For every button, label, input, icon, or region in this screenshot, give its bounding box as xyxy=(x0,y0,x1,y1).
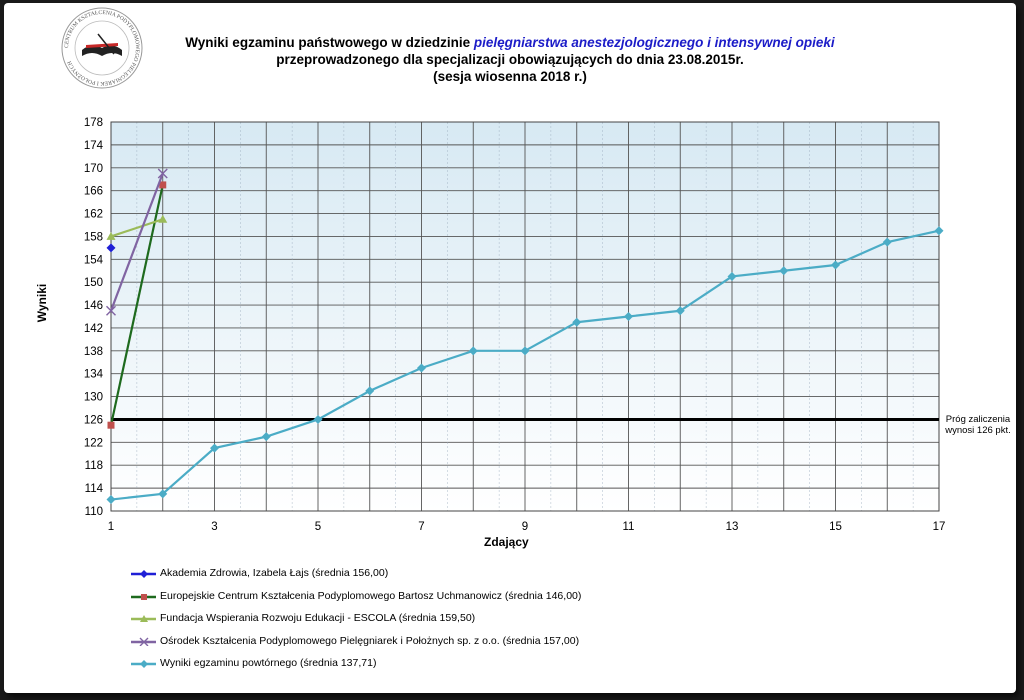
legend-swatch xyxy=(131,660,156,669)
data-point xyxy=(157,168,168,179)
x-tick-label: 17 xyxy=(933,521,946,533)
data-point xyxy=(934,226,944,236)
data-point xyxy=(572,317,582,327)
y-tick-label: 154 xyxy=(84,254,104,266)
legend-item: Ośrodek Kształcenia Podyplomowego Pielęg… xyxy=(130,630,581,653)
data-point xyxy=(520,346,530,356)
data-point xyxy=(261,432,271,442)
chart-legend: Akademia Zdrowia, Izabela Łajs (średnia … xyxy=(130,562,581,675)
data-point xyxy=(210,443,219,453)
legend-label: Fundacja Wspierania Rozwoju Edukacji - E… xyxy=(160,612,476,625)
data-point xyxy=(106,231,116,240)
series-line xyxy=(110,218,164,238)
data-point xyxy=(831,260,840,270)
data-point xyxy=(675,306,685,316)
legend-swatch xyxy=(131,637,156,646)
data-point xyxy=(106,495,116,505)
y-tick-label: 126 xyxy=(84,414,103,426)
legend-item: Fundacja Wspierania Rozwoju Edukacji - E… xyxy=(130,607,581,630)
y-tick-label: 142 xyxy=(84,323,103,335)
y-tick-label: 118 xyxy=(85,460,103,472)
legend-swatch xyxy=(131,570,156,579)
data-point xyxy=(313,414,323,424)
data-point xyxy=(882,237,892,247)
series-line xyxy=(109,173,164,312)
y-tick-label: 130 xyxy=(84,392,103,404)
legend-label: Europejskie Centrum Kształcenia Podyplom… xyxy=(160,589,582,602)
legend-label: Ośrodek Kształcenia Podyplomowego Pielęg… xyxy=(160,634,580,647)
legend-swatch xyxy=(131,615,156,623)
data-point xyxy=(159,181,167,189)
x-tick-label: 11 xyxy=(623,521,635,533)
title-line3: (sesja wiosenna 2018 r.) xyxy=(433,69,587,84)
title-line1-highlight: pielęgniarstwa anestezjologicznego i int… xyxy=(473,35,835,50)
y-tick-label: 158 xyxy=(84,231,103,243)
threshold-label-line2: wynosi 126 pkt. xyxy=(945,425,1011,436)
threshold-label: Próg zaliczenia wynosi 126 pkt. xyxy=(940,414,1016,436)
cmkp-logo: CENTRUM KSZTAŁCENIA PODYPLOMOWEGO PIELĘG… xyxy=(61,7,143,89)
y-tick-label: 110 xyxy=(85,506,103,518)
series-line xyxy=(109,184,164,426)
x-tick-label: 3 xyxy=(211,521,217,533)
x-tick-label: 9 xyxy=(522,521,528,533)
title-line2: przeprowadzonego dla specjalizacji obowi… xyxy=(276,52,744,67)
y-tick-label: 170 xyxy=(84,163,103,175)
x-tick-label: 1 xyxy=(108,521,114,533)
legend-label: Akademia Zdrowia, Izabela Łajs (średnia … xyxy=(160,567,389,580)
legend-item: Akademia Zdrowia, Izabela Łajs (średnia … xyxy=(130,562,581,585)
data-point xyxy=(106,243,116,253)
threshold-label-line1: Próg zaliczenia xyxy=(945,414,1011,425)
title-line1-prefix: Wyniki egzaminu państwowego w dziedzinie xyxy=(185,35,474,50)
y-tick-label: 114 xyxy=(85,483,104,495)
y-tick-label: 174 xyxy=(84,140,104,152)
data-point xyxy=(779,266,789,276)
data-point xyxy=(624,312,633,321)
data-point xyxy=(417,363,426,373)
y-tick-label: 150 xyxy=(84,277,103,289)
legend-label: Wyniki egzaminu powtórnego (średnia 137,… xyxy=(160,657,377,670)
x-tick-label: 5 xyxy=(315,521,321,533)
y-tick-label: 134 xyxy=(84,369,104,381)
y-tick-label: 178 xyxy=(84,117,103,129)
y-tick-label: 146 xyxy=(84,300,103,312)
data-point xyxy=(106,305,116,316)
data-point xyxy=(107,421,115,429)
legend-item: Wyniki egzaminu powtórnego (średnia 137,… xyxy=(130,652,581,675)
legend-swatch xyxy=(131,593,156,600)
data-point xyxy=(158,214,168,223)
data-point xyxy=(468,346,478,356)
data-point xyxy=(727,271,737,281)
y-tick-label: 138 xyxy=(84,346,103,358)
y-tick-label: 122 xyxy=(84,437,103,449)
y-tick-label: 162 xyxy=(84,209,103,221)
legend-item: Europejskie Centrum Kształcenia Podyplom… xyxy=(130,585,581,608)
plot-border xyxy=(110,121,940,512)
x-tick-label: 7 xyxy=(418,521,424,533)
chart-title: Wyniki egzaminu państwowego w dziedzinie… xyxy=(150,34,870,85)
x-tick-label: 15 xyxy=(829,521,842,533)
y-tick-label: 166 xyxy=(84,186,103,198)
data-point xyxy=(365,386,375,396)
x-tick-label: 13 xyxy=(726,521,739,533)
x-axis-label: Zdający xyxy=(484,535,529,549)
data-point xyxy=(158,489,168,499)
